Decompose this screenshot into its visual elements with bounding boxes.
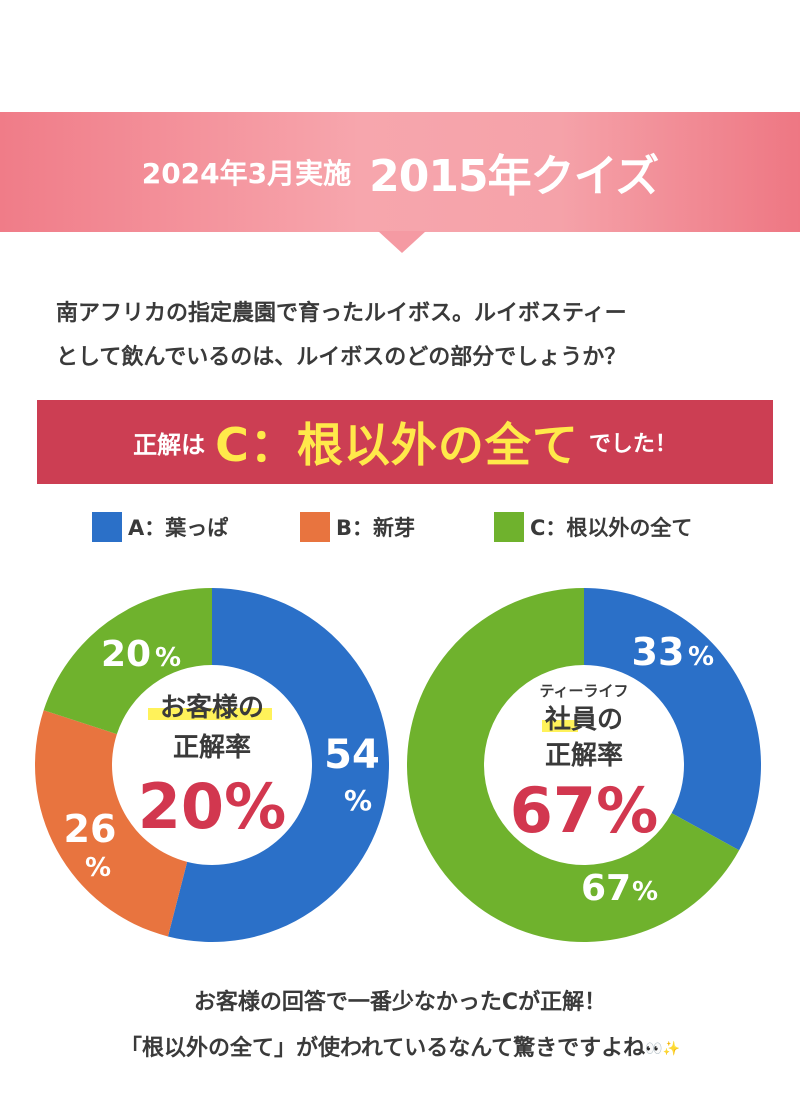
eyes-sparkle-emoji: 👀✨ xyxy=(645,1041,681,1057)
footer-line-2: 「根以外の全て」が使われているなんて驚きですよね👀✨ xyxy=(0,1026,800,1072)
chart2-center-value: 67% xyxy=(510,774,658,847)
chart2-center-label-2: 正解率 xyxy=(545,740,623,771)
legend-label-b: B：新芽 xyxy=(336,516,416,540)
chart1-value-label-a-num: 54 xyxy=(324,732,380,778)
question-line-1: 南アフリカの指定農園で育ったルイボス。ルイボスティー xyxy=(56,301,627,326)
banner-pointer xyxy=(378,231,426,253)
chart1-slice-2 xyxy=(43,588,213,735)
chart-legend: A：葉っぱ B：新芽 C：根以外の全て xyxy=(0,512,800,546)
chart2-value-label-c-pct: % xyxy=(632,877,658,907)
chart1-value-label-a-pct: % xyxy=(344,784,372,817)
answer-main: C：根以外の全て xyxy=(215,418,579,472)
chart1-center-value: 20% xyxy=(138,770,286,843)
banner-date: 2024年3月実施 xyxy=(141,157,352,190)
chart1-value-label-c-pct: % xyxy=(155,643,181,673)
legend-swatch-a xyxy=(92,512,122,542)
footer-line-1: お客様の回答で一番少なかったCが正解！ xyxy=(193,990,607,1015)
legend-label-a: A：葉っぱ xyxy=(128,516,229,540)
legend-item-a: A：葉っぱ xyxy=(92,512,228,542)
legend-item-b: B：新芽 xyxy=(300,512,415,542)
legend-swatch-b xyxy=(300,512,330,542)
chart2-slice-0 xyxy=(584,588,761,851)
answer-suffix: でした！ xyxy=(588,432,677,457)
footer-text: お客様の回答で一番少なかったCが正解！ 「根以外の全て」が使われているなんて驚き… xyxy=(0,980,800,1072)
chart1-center-highlight xyxy=(148,708,272,720)
chart1-center-label-1: お客様の xyxy=(160,692,264,723)
legend-label-c: C：根以外の全て xyxy=(530,516,693,540)
question-line-2: として飲んでいるのは、ルイボスのどの部分でしょうか？ xyxy=(56,345,627,370)
legend-swatch-c xyxy=(494,512,524,542)
chart1-center-label-2: 正解率 xyxy=(173,732,251,763)
chart2-value-label-a-num: 33 xyxy=(632,630,685,674)
chart2-slice-1 xyxy=(406,588,740,942)
chart1-value-label-c-num: 20 xyxy=(101,634,151,675)
chart1-slice-0 xyxy=(167,588,390,942)
chart1-value-label-b-num: 26 xyxy=(64,807,117,851)
answer-bar: 正解は C：根以外の全て でした！ xyxy=(37,400,773,484)
title-banner xyxy=(0,112,800,232)
chart2-center-small-label: ティーライフ xyxy=(539,682,628,700)
chart1-value-label-b-pct: % xyxy=(85,853,111,883)
question-text: 南アフリカの指定農園で育ったルイボス。ルイボスティー として飲んでいるのは、ルイ… xyxy=(56,292,776,380)
chart2-value-label-c-num: 67 xyxy=(581,868,631,909)
banner-text: 2024年3月実施 2015年クイズ xyxy=(0,112,800,232)
chart2-center-highlight xyxy=(542,720,578,732)
chart2-value-label-a-pct: % xyxy=(688,642,714,672)
footer-line-2-text: 「根以外の全て」が使われているなんて驚きですよね xyxy=(119,1036,646,1061)
chart1-slice-1 xyxy=(34,710,188,937)
banner-title: 2015年クイズ xyxy=(369,151,659,202)
chart2-center-label-1: 社員の xyxy=(545,704,623,735)
legend-item-c: C：根以外の全て xyxy=(494,512,692,542)
answer-prefix: 正解は xyxy=(133,430,206,459)
